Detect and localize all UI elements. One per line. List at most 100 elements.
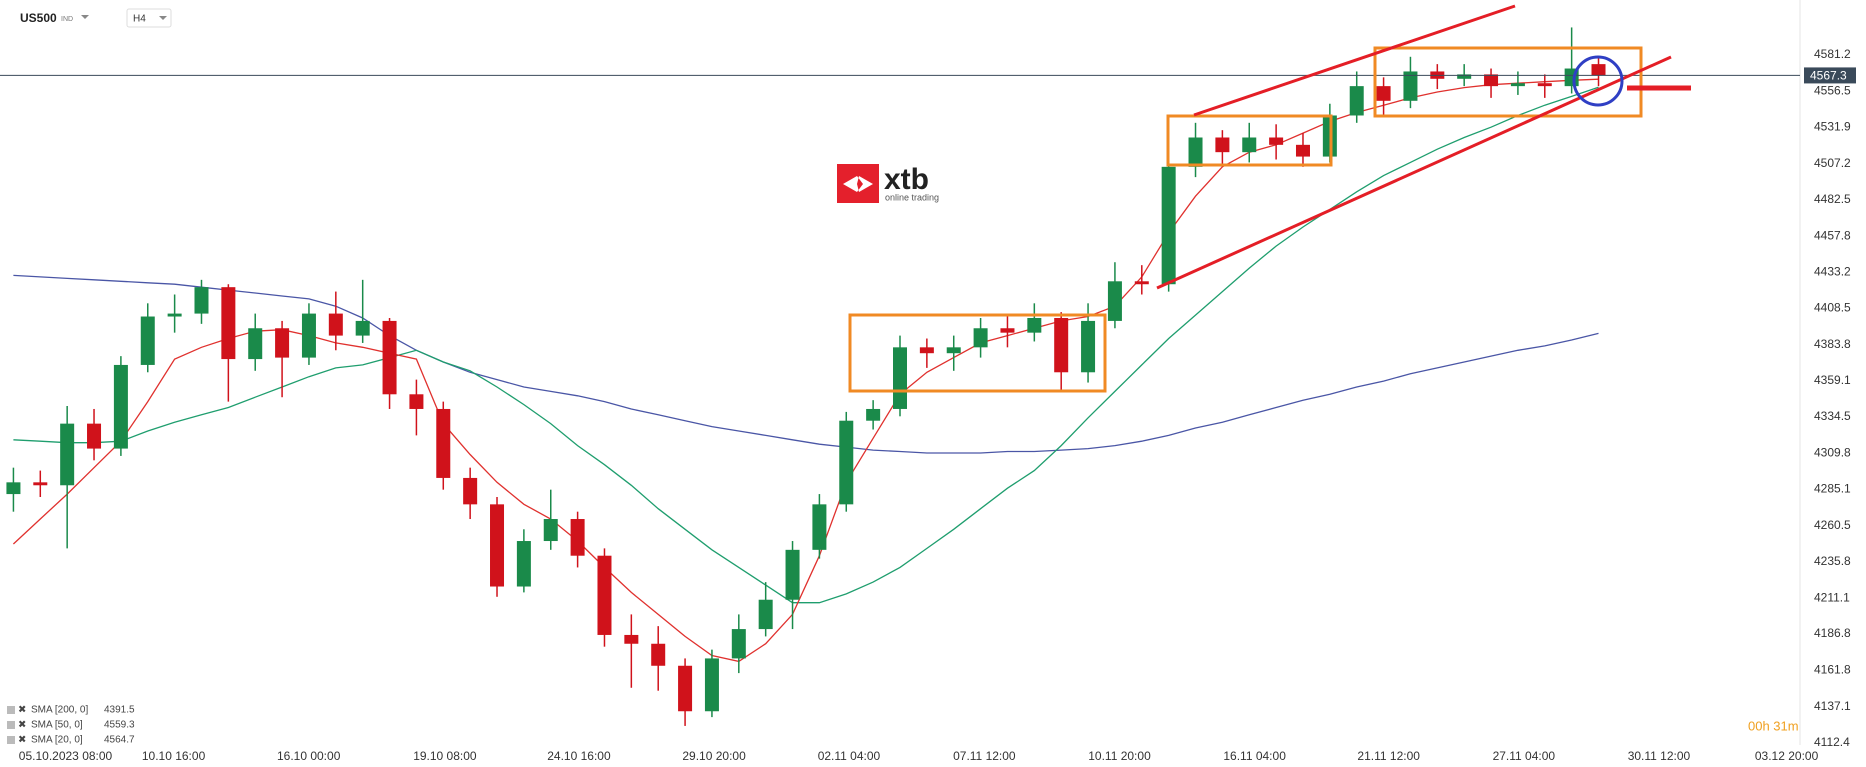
trend-line — [1193, 4, 1516, 117]
candle-body — [275, 328, 290, 358]
x-tick-label: 27.11 04:00 — [1493, 749, 1556, 763]
candle-body — [33, 482, 48, 486]
candle-body — [812, 504, 827, 550]
candle-body — [113, 364, 128, 449]
candle-body — [409, 394, 424, 409]
dropdown-arrow[interactable] — [81, 15, 89, 19]
candle-body — [301, 313, 316, 358]
candle-body — [1215, 137, 1230, 153]
candle-body — [678, 665, 693, 712]
consolidation-box — [848, 313, 1107, 393]
x-tick-label: 02.11 04:00 — [818, 749, 881, 763]
symbol: US500 — [20, 11, 57, 25]
legend-name: SMA [200, 0] — [31, 705, 88, 716]
candle-body — [704, 658, 719, 712]
y-tick-label: 4137.1 — [1814, 699, 1851, 713]
candle-body — [1161, 166, 1176, 285]
x-tick-label: 03.12 20:00 — [1755, 749, 1819, 763]
candle-body — [463, 477, 478, 505]
candle-body — [1134, 281, 1149, 285]
candle-body — [1349, 86, 1364, 116]
x-tick-label: 10.11 20:00 — [1088, 749, 1151, 763]
x-tick-label: 07.11 12:00 — [953, 749, 1016, 763]
sma-line — [12, 78, 1599, 663]
candle-body — [1081, 320, 1096, 373]
candle-body — [1295, 144, 1310, 157]
candle-body — [1242, 137, 1257, 153]
y-tick-label: 4482.5 — [1814, 192, 1851, 206]
x-tick-label: 16.10 00:00 — [277, 749, 341, 763]
legend-value: 4564.7 — [104, 735, 135, 746]
y-tick-label: 4334.5 — [1814, 409, 1851, 423]
legend-value: 4391.5 — [104, 705, 135, 716]
candle-body — [194, 287, 209, 314]
y-tick-label: 4556.5 — [1814, 83, 1851, 97]
y-tick-label: 4186.8 — [1814, 626, 1851, 640]
timeframe: H4 — [133, 14, 146, 25]
trend-line — [1156, 55, 1672, 290]
y-tick-label: 4531.9 — [1814, 120, 1851, 134]
x-tick-label: 05.10.2023 08:00 — [19, 749, 113, 763]
candle-body — [1188, 137, 1203, 167]
y-tick-label: 4408.5 — [1814, 301, 1851, 315]
candle-body — [624, 634, 639, 644]
candle-body — [1591, 64, 1606, 76]
x-tick-label: 19.10 08:00 — [413, 749, 477, 763]
y-tick-label: 4161.8 — [1814, 663, 1851, 677]
highlight-circle — [1572, 55, 1624, 107]
logo-subtitle: online trading — [885, 192, 939, 202]
timeframe-select[interactable] — [126, 8, 172, 28]
candle-body — [973, 328, 988, 348]
candle-body — [651, 643, 666, 666]
x-tick-label: 16.11 04:00 — [1223, 749, 1286, 763]
candle-body — [355, 320, 370, 336]
candle-body — [328, 313, 343, 336]
legend-icon — [7, 721, 15, 729]
candle-body — [1537, 83, 1552, 87]
legend-icon — [7, 736, 15, 744]
candle-body — [1269, 137, 1284, 145]
candle-body — [1403, 71, 1418, 101]
y-tick-label: 4112.4 — [1814, 735, 1850, 749]
price-label: 4567.3 — [1810, 69, 1847, 83]
candle-body — [839, 420, 854, 505]
y-tick-label: 4211.1 — [1814, 590, 1850, 604]
price-label-box — [1804, 67, 1856, 84]
candle-body — [543, 519, 558, 542]
legend-close: ✖ — [18, 720, 26, 731]
candle-body — [87, 423, 102, 449]
candle-body — [490, 504, 505, 587]
legend-name: SMA [20, 0] — [31, 735, 83, 746]
y-tick-label: 4260.5 — [1814, 518, 1851, 532]
legend-icon — [7, 706, 15, 714]
candle-body — [221, 287, 236, 360]
x-tick-label: 29.10 20:00 — [682, 749, 746, 763]
y-tick-label: 4457.8 — [1814, 228, 1851, 242]
candle-body — [1376, 86, 1391, 101]
candle-body — [6, 482, 21, 495]
candle-body — [516, 541, 531, 587]
candle-body — [731, 629, 746, 659]
x-tick-label: 30.11 12:00 — [1628, 749, 1691, 763]
y-tick-label: 4507.2 — [1814, 156, 1851, 170]
sma-line — [13, 274, 1599, 454]
legend-value: 4559.3 — [104, 720, 135, 731]
candle-body — [436, 408, 451, 478]
y-tick-label: 4581.2 — [1814, 47, 1851, 61]
y-tick-label: 4433.2 — [1814, 264, 1851, 278]
x-tick-label: 24.10 16:00 — [547, 749, 611, 763]
candle-body — [60, 423, 75, 486]
countdown: 00h 31m — [1748, 718, 1799, 733]
y-tick-label: 4285.1 — [1814, 482, 1851, 496]
consolidation-box — [1166, 114, 1333, 167]
candle-body — [1107, 281, 1122, 321]
candle-body — [570, 519, 585, 556]
logo-mark — [837, 164, 879, 203]
y-tick-label: 4235.8 — [1814, 554, 1851, 568]
plot-area: 4581.2 4556.5 4531.9 4507.2 4482.5 4457.8 4433… — [0, 27, 1856, 763]
candle-body — [597, 555, 612, 635]
candle-body — [785, 549, 800, 600]
candle-body — [1054, 317, 1069, 373]
